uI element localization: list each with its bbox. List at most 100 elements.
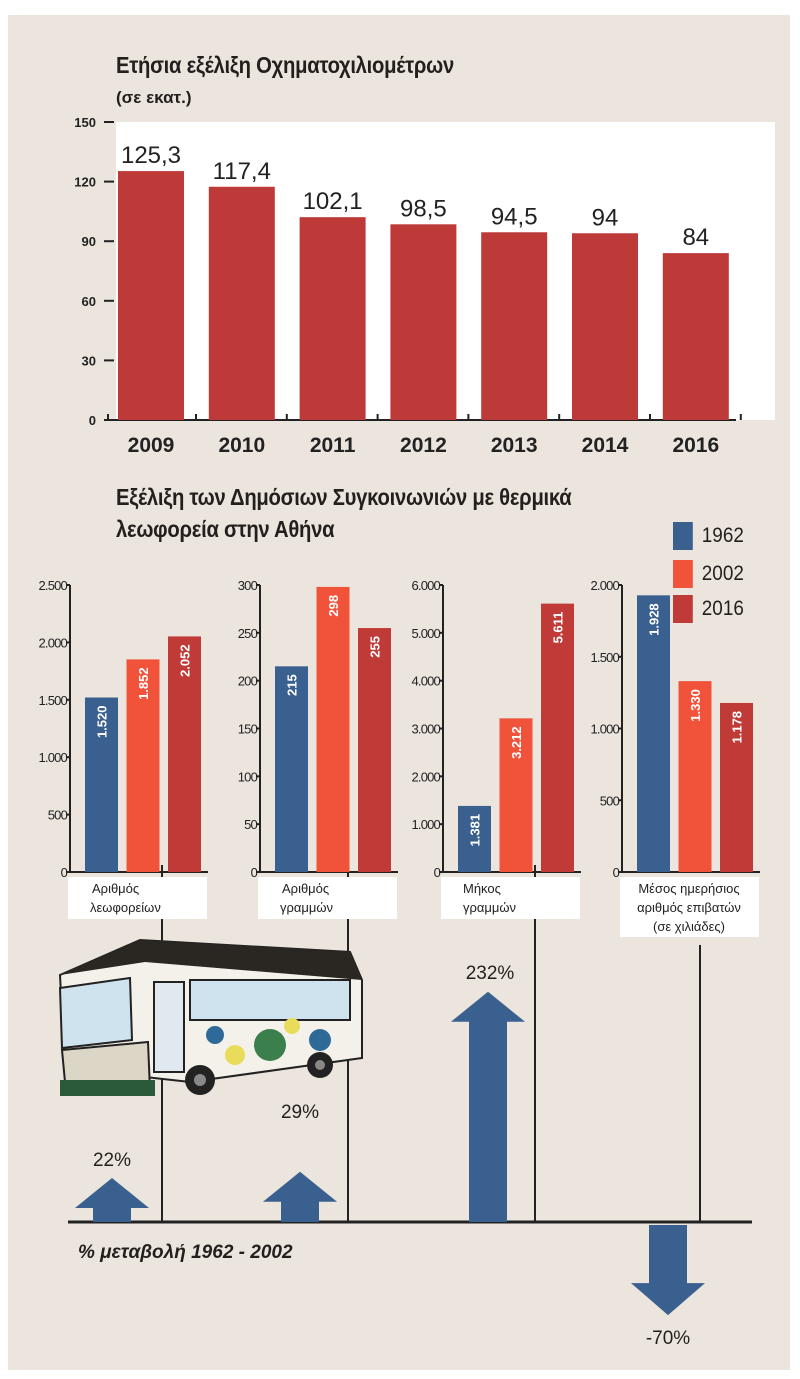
legend-swatch <box>673 560 693 588</box>
panel-label: (σε χιλιάδες) <box>653 919 725 934</box>
data-label: 1.928 <box>647 603 662 636</box>
y-tick-label: 50 <box>244 817 257 832</box>
legend-label: 1962 <box>701 524 744 547</box>
data-label: 1.178 <box>730 711 745 744</box>
chart2-title-line1: Εξέλιξη των Δημόσιων Συγκοινωνιών με θερ… <box>116 484 572 510</box>
arrow-up-icon <box>75 1178 149 1222</box>
pct-label: 22% <box>92 1150 132 1171</box>
x-tick-label: 2013 <box>491 434 538 457</box>
bar <box>662 253 729 420</box>
y-tick-label: 0 <box>251 865 258 880</box>
y-tick-label: 1.500 <box>38 693 67 708</box>
y-tick-label: 0 <box>434 865 441 880</box>
data-label: 298 <box>326 595 341 617</box>
panel-label: Αριθμός <box>282 881 329 896</box>
bar <box>118 171 184 420</box>
data-label: 3.212 <box>509 726 524 759</box>
arrow-up-icon <box>263 1171 337 1222</box>
x-tick-label: 2010 <box>218 434 265 457</box>
y-tick-label: 0 <box>89 413 96 428</box>
bar <box>299 217 366 420</box>
bar-1962 <box>458 805 491 872</box>
y-tick-label: 1.000 <box>38 750 67 765</box>
panel-label-box <box>258 877 397 919</box>
data-label: 215 <box>285 674 300 696</box>
panel-label: Μήκος <box>463 881 501 896</box>
y-tick-label: 0 <box>613 865 620 880</box>
data-label: 102,1 <box>303 188 363 215</box>
y-tick-label: 120 <box>74 175 96 190</box>
legend-2002: 2002 <box>673 560 744 588</box>
y-tick-label: 100 <box>238 769 258 784</box>
data-label: 255 <box>368 636 383 658</box>
bar-2002 <box>316 586 350 872</box>
legend-1962: 1962 <box>673 522 744 550</box>
y-tick-label: 90 <box>82 234 96 249</box>
y-tick-label: 0 <box>61 865 68 880</box>
y-tick-label: 300 <box>238 578 258 593</box>
bar <box>390 224 457 420</box>
data-label: 1.330 <box>688 689 703 722</box>
bar-2016 <box>168 636 201 872</box>
x-tick-label: 2009 <box>128 434 175 457</box>
chart1-subtitle: (σε εκατ.) <box>116 88 192 107</box>
panel-label: αριθμός επιβατών <box>637 900 741 915</box>
bar <box>481 232 548 420</box>
y-tick-label: 1.000 <box>411 817 440 832</box>
bar-2002 <box>499 718 533 872</box>
y-tick-label: 6.000 <box>411 578 440 593</box>
y-tick-label: 5.000 <box>411 626 440 641</box>
data-label: 94 <box>592 204 619 231</box>
panel-label-box <box>620 877 759 937</box>
bar-2002 <box>126 659 160 872</box>
panel-label-box <box>441 877 580 919</box>
y-tick-label: 3.000 <box>411 722 440 737</box>
y-tick-label: 4.000 <box>411 674 440 689</box>
data-label: 5.611 <box>551 612 566 644</box>
legend-swatch <box>673 595 693 623</box>
bar-1962 <box>637 595 670 872</box>
bar-2002 <box>678 681 712 872</box>
bar-1962 <box>275 666 308 872</box>
data-label: 98,5 <box>400 195 447 222</box>
legend-swatch <box>673 522 693 550</box>
legend-label: 2002 <box>701 562 744 585</box>
pct-label: 232% <box>465 963 515 984</box>
y-tick-label: 200 <box>238 674 258 689</box>
x-tick-label: 2014 <box>582 434 629 457</box>
bar <box>208 186 275 420</box>
data-label: 125,3 <box>121 142 181 169</box>
y-tick-label: 1.500 <box>590 650 619 665</box>
y-tick-label: 30 <box>82 353 96 368</box>
bar <box>572 233 638 420</box>
data-label: 117,4 <box>213 158 271 185</box>
data-label: 2.052 <box>178 644 193 677</box>
y-tick-label: 2.000 <box>411 769 440 784</box>
data-label: 1.381 <box>468 814 483 847</box>
legend-label: 2016 <box>701 597 744 620</box>
pct-label: -70% <box>645 1328 691 1349</box>
panel-label: γραμμών <box>280 900 333 915</box>
panel-label: Μέσος ημερήσιος <box>638 881 739 896</box>
bar-2016 <box>720 702 753 872</box>
bar-1962 <box>85 697 118 872</box>
y-tick-label: 500 <box>600 793 620 808</box>
data-label: 1.852 <box>136 667 151 700</box>
y-tick-label: 2.500 <box>38 578 67 593</box>
y-tick-label: 60 <box>82 294 96 309</box>
arrow-down-icon <box>631 1225 705 1316</box>
data-label: 1.520 <box>95 706 110 739</box>
y-tick-label: 150 <box>74 115 96 130</box>
y-tick-label: 2.000 <box>38 635 67 650</box>
panel-label: γραμμών <box>463 900 516 915</box>
percent-change-caption: % μεταβολή 1962 - 2002 <box>78 1242 293 1263</box>
panel-label: λεωφορείων <box>90 900 161 915</box>
legend-2016: 2016 <box>673 595 744 623</box>
x-tick-label: 2016 <box>672 434 719 457</box>
chart2-title-line2: λεωφορεία στην Αθήνα <box>116 516 335 542</box>
x-tick-label: 2011 <box>310 434 356 457</box>
y-tick-label: 500 <box>48 808 68 823</box>
panel-label: Αριθμός <box>92 881 139 896</box>
